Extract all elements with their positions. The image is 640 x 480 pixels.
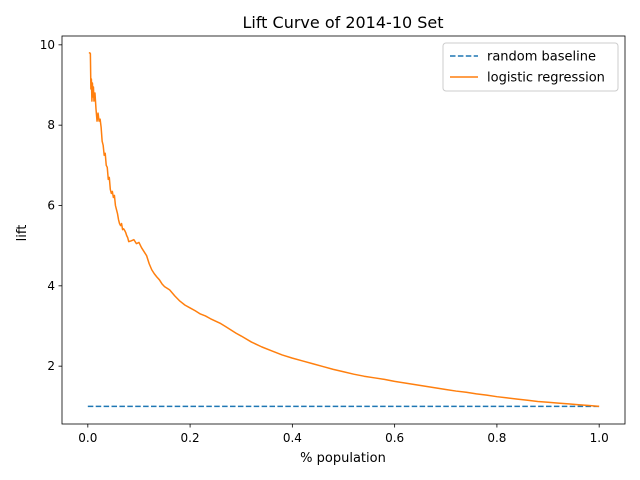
y-tick-label: 8 [47,118,55,132]
y-axis-label: lift [15,225,30,242]
series-line-logistic-regression [88,52,600,408]
y-tick-label: 4 [47,279,55,293]
x-tick-label: 1.0 [590,431,609,445]
legend-entry-label: logistic regression [487,71,605,86]
y-tick-label: 2 [47,359,55,373]
x-tick-label: 0.6 [385,431,404,445]
x-axis-label: % population [300,451,386,466]
legend-entry-label: random baseline [487,50,596,65]
axes-frame [61,35,626,425]
x-tick-label: 0.2 [181,431,200,445]
x-tick-label: 0.0 [78,431,97,445]
plot-area: 0.0 0.2 0.4 0.6 0.8 1.0 2 4 6 8 10 [40,35,626,445]
y-tick-label: 6 [47,198,55,212]
y-tick-label: 10 [40,38,55,52]
x-tick-label: 0.4 [283,431,302,445]
legend: random baseline logistic regression [442,42,619,92]
legend-frame [442,42,619,92]
series-lines [87,52,600,408]
x-tick-label: 0.8 [487,431,506,445]
chart-title: Lift Curve of 2014-10 Set [242,13,443,32]
